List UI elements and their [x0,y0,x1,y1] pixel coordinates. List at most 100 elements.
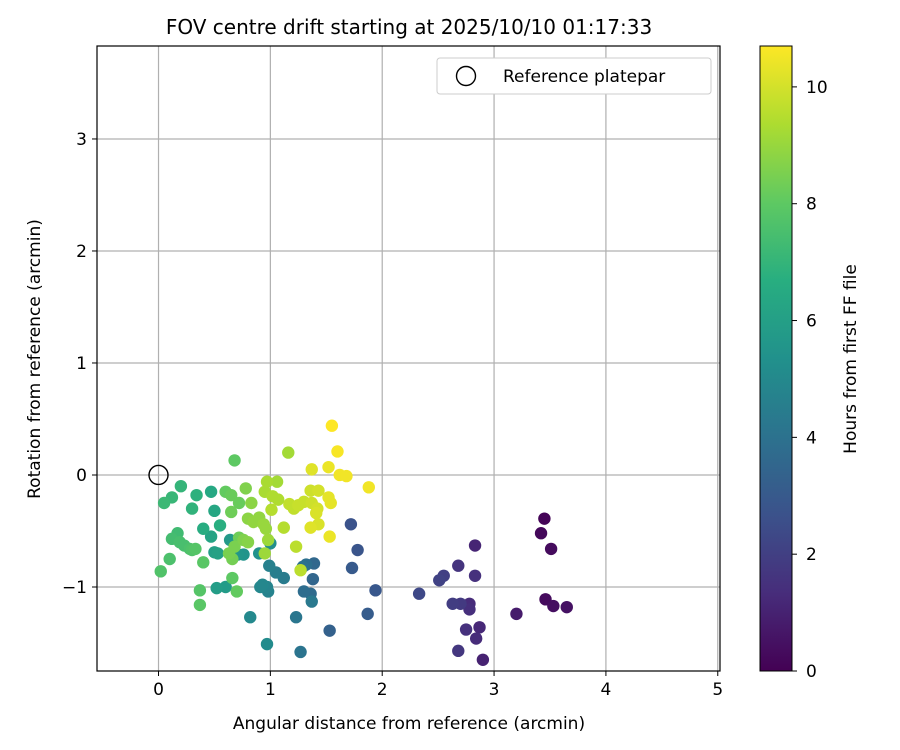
data-point [452,644,465,658]
data-point [260,637,274,651]
data-point [344,518,358,531]
data-point [473,621,486,634]
data-point [304,521,317,534]
data-point [263,559,276,572]
data-point [476,653,490,666]
data-point [294,563,307,577]
scatter-points [154,419,573,666]
data-point [324,496,337,510]
data-point [305,463,318,476]
data-point [325,419,339,432]
y-axis: −1 0 1 2 3 [62,130,97,598]
legend-label: Reference platepar [503,67,665,87]
data-point [163,552,176,566]
data-point [260,475,274,488]
legend-box [436,57,712,95]
data-point [193,598,207,612]
colorbar-gradient [759,45,793,672]
data-point [331,445,344,458]
x-tick-label: 2 [377,680,388,700]
data-point [305,595,318,608]
data-point [294,645,307,659]
colorbar-label: Hours from first FF file [841,264,861,454]
data-point [277,521,290,534]
data-point [271,493,285,506]
data-point [306,572,320,586]
data-point [433,574,446,587]
x-tick-label: 5 [712,680,723,700]
data-point [468,569,482,582]
data-point [190,488,203,502]
data-point [297,585,311,598]
x-tick-label: 1 [265,680,276,700]
plot-frame [96,45,721,672]
data-point [213,519,227,532]
data-point [208,504,221,518]
x-tick-label: 4 [600,680,611,700]
data-point [197,556,210,569]
data-point [254,580,267,594]
reference-platepar-marker [148,464,169,486]
data-point [310,506,323,520]
data-point [289,540,303,553]
data-point [230,585,244,598]
colorbar-tick-label: 0 [806,662,817,682]
data-point [245,496,258,510]
grid [97,46,720,671]
x-axis-label: Angular distance from reference (arcmin) [233,714,585,734]
data-point [225,505,238,519]
data-point [452,559,465,572]
data-point [270,475,284,488]
data-point [282,446,295,459]
data-point [322,460,335,474]
data-point [228,454,241,467]
data-point [463,603,476,616]
data-point [538,512,551,525]
legend-marker-open-circle-icon [455,65,477,87]
legend: Reference platepar [436,57,712,95]
data-point [289,611,303,624]
data-point [459,623,473,636]
data-point [351,543,364,557]
data-point [157,496,171,510]
colorbar-tick-label: 8 [806,195,817,215]
colorbar-tick-label: 10 [806,78,828,98]
data-point [228,540,241,553]
data-point [210,581,223,595]
data-point [412,587,426,600]
data-point [446,597,459,610]
data-point [174,479,188,493]
y-tick-label: 2 [76,242,87,262]
data-point [312,484,325,497]
colorbar: 0 2 4 6 8 10 Hours from first FF file [759,45,861,682]
colorbar-tick-label: 6 [806,312,817,332]
data-point [197,522,210,535]
data-point [232,496,246,510]
data-point [189,542,202,556]
y-tick-label: 1 [76,354,87,374]
data-point [345,561,359,575]
y-tick-label: 0 [76,466,87,486]
data-point [261,533,275,547]
data-point [361,607,374,621]
data-point [369,584,382,597]
data-point [468,539,482,552]
y-axis-label: Rotation from reference (arcmin) [25,219,45,499]
data-point [265,503,278,516]
data-point [510,607,523,621]
colorbar-tick-label: 2 [806,545,817,565]
data-point [323,530,336,543]
data-point [362,481,375,494]
data-point [239,482,252,495]
data-point [534,527,548,540]
data-point [469,632,483,645]
data-point [226,571,239,585]
y-tick-label: −1 [62,578,87,598]
data-point [241,535,255,549]
data-point [185,502,199,515]
y-tick-label: 3 [76,130,87,150]
data-point [193,584,207,597]
data-point [225,488,238,502]
x-axis: 0 1 2 3 4 5 [153,671,723,700]
